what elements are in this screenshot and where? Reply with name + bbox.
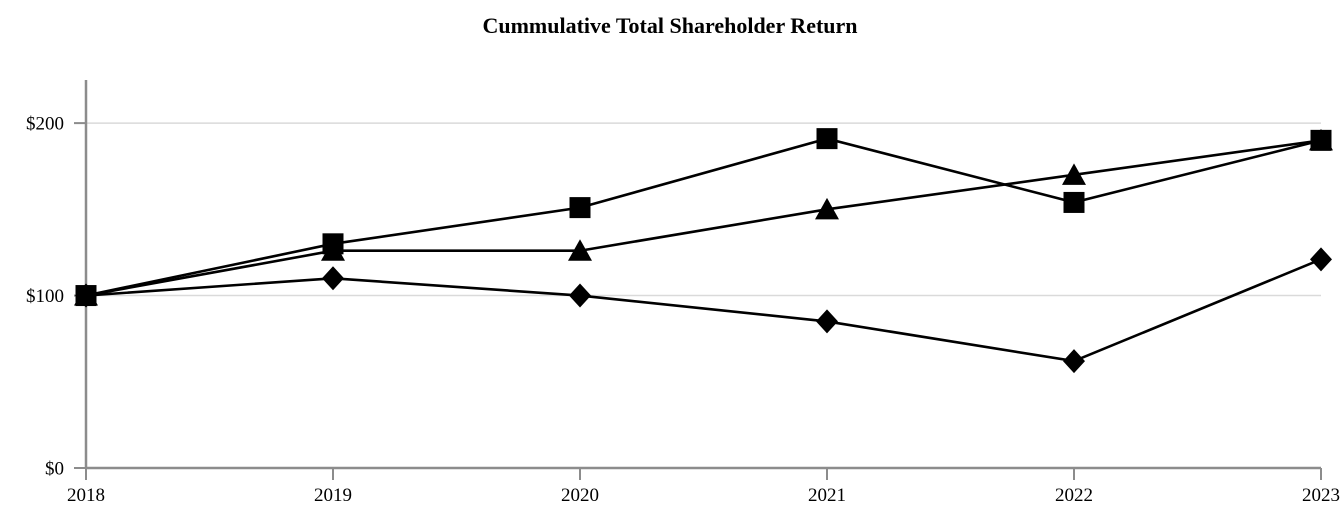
series-square-marker-2021 xyxy=(816,128,838,150)
series-diamond-marker-2021 xyxy=(816,309,838,334)
series-square-marker-2022 xyxy=(1063,191,1085,213)
series-square xyxy=(75,128,1332,307)
series-triangle-marker-2022 xyxy=(1062,163,1086,185)
x-tick-label-2019: 2019 xyxy=(314,485,352,506)
y-tick-label-100: $100 xyxy=(26,286,64,307)
series-triangle-marker-2020 xyxy=(568,239,592,261)
series-diamond-marker-2022 xyxy=(1063,349,1085,374)
x-tick-label-2021: 2021 xyxy=(808,485,846,506)
x-tick-label-2020: 2020 xyxy=(561,485,599,506)
series-square-marker-2023 xyxy=(1310,129,1332,151)
x-tick-label-2018: 2018 xyxy=(67,485,105,506)
series-square-marker-2019 xyxy=(322,233,344,255)
series-square-line xyxy=(85,137,1322,297)
series-square-marker-2018 xyxy=(75,285,97,307)
x-tick-label-2022: 2022 xyxy=(1055,485,1093,506)
series-square-marker-2020 xyxy=(569,197,591,219)
series-diamond xyxy=(75,247,1332,374)
series-diamond-marker-2020 xyxy=(569,283,591,308)
series-triangle-marker-2021 xyxy=(815,197,839,220)
x-tick-label-2023: 2023 xyxy=(1302,485,1340,506)
series-diamond-marker-2019 xyxy=(322,266,344,291)
series-triangle xyxy=(74,128,1333,306)
y-tick-label-200: $200 xyxy=(26,114,64,135)
chart-title: Cummulative Total Shareholder Return xyxy=(482,13,858,38)
series-triangle-line xyxy=(85,139,1322,297)
series-diamond-marker-2023 xyxy=(1310,247,1332,272)
y-tick-label-0: $0 xyxy=(45,459,64,480)
series-diamond-line xyxy=(85,258,1322,363)
